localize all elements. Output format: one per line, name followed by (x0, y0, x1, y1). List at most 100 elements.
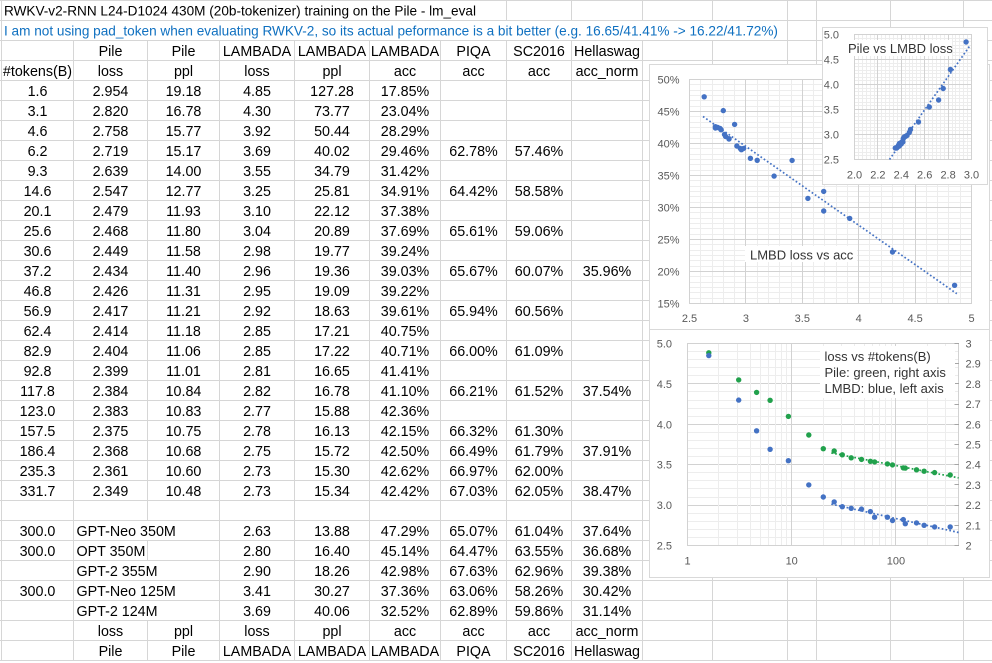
svg-text:31.14%: 31.14% (583, 604, 632, 620)
svg-text:3.5: 3.5 (795, 313, 810, 325)
svg-text:4: 4 (856, 313, 862, 325)
svg-text:42.42%: 42.42% (381, 484, 430, 500)
svg-text:2.7: 2.7 (966, 399, 981, 411)
svg-text:56.9: 56.9 (24, 304, 52, 320)
svg-text:35%: 35% (657, 171, 679, 183)
svg-text:66.97%: 66.97% (449, 464, 498, 480)
svg-text:30%: 30% (657, 203, 679, 215)
svg-text:331.7: 331.7 (20, 484, 56, 500)
svg-text:2.9: 2.9 (966, 359, 981, 371)
svg-text:PIQA: PIQA (456, 644, 491, 660)
svg-text:2.2: 2.2 (966, 500, 981, 512)
svg-text:loss: loss (98, 64, 123, 80)
svg-text:57.46%: 57.46% (515, 144, 564, 160)
svg-text:30.42%: 30.42% (583, 584, 632, 600)
svg-text:19.09: 19.09 (314, 284, 350, 300)
svg-text:6.2: 6.2 (28, 144, 48, 160)
svg-text:10.75: 10.75 (166, 424, 202, 440)
svg-text:3.5: 3.5 (657, 460, 672, 472)
svg-text:17.22: 17.22 (314, 344, 350, 360)
svg-text:15.30: 15.30 (314, 464, 350, 480)
svg-text:2.758: 2.758 (93, 124, 129, 140)
svg-text:2.417: 2.417 (93, 304, 129, 320)
svg-text:acc_norm: acc_norm (576, 64, 639, 80)
svg-text:Hellaswag: Hellaswag (574, 44, 640, 60)
svg-text:42.50%: 42.50% (381, 444, 430, 460)
svg-text:60.07%: 60.07% (515, 264, 564, 280)
svg-text:2.6: 2.6 (966, 419, 981, 431)
svg-text:67.03%: 67.03% (449, 484, 498, 500)
svg-text:3.41: 3.41 (243, 584, 271, 600)
svg-text:63.06%: 63.06% (449, 584, 498, 600)
svg-text:58.26%: 58.26% (515, 584, 564, 600)
svg-text:acc: acc (528, 64, 550, 80)
svg-text:92.8: 92.8 (24, 364, 52, 380)
svg-text:2.75: 2.75 (243, 444, 271, 460)
svg-text:65.07%: 65.07% (449, 524, 498, 540)
svg-text:66.00%: 66.00% (449, 344, 498, 360)
svg-text:37.64%: 37.64% (583, 524, 632, 540)
svg-text:15.72: 15.72 (314, 444, 350, 460)
svg-text:10.60: 10.60 (166, 464, 202, 480)
svg-text:2.73: 2.73 (243, 464, 271, 480)
svg-text:11.93: 11.93 (166, 204, 201, 220)
svg-text:Pile: Pile (172, 44, 196, 60)
svg-text:40.02: 40.02 (314, 144, 350, 160)
svg-text:66.32%: 66.32% (449, 424, 498, 440)
svg-text:41.41%: 41.41% (381, 364, 430, 380)
svg-text:RWKV-v2-RNN L24-D1024 430M (20: RWKV-v2-RNN L24-D1024 430M (20b-tokenize… (4, 4, 476, 19)
svg-text:Hellaswag: Hellaswag (574, 644, 640, 660)
svg-text:15.77: 15.77 (166, 124, 202, 140)
svg-text:3.10: 3.10 (243, 204, 271, 220)
svg-text:34.91%: 34.91% (381, 184, 430, 200)
svg-text:64.42%: 64.42% (449, 184, 498, 200)
svg-text:3.0: 3.0 (964, 170, 979, 182)
svg-text:2.5: 2.5 (966, 440, 981, 452)
svg-text:17.21: 17.21 (314, 324, 350, 340)
svg-text:4.5: 4.5 (824, 55, 839, 67)
svg-text:2.399: 2.399 (93, 364, 129, 380)
svg-text:117.8: 117.8 (20, 384, 55, 400)
svg-text:14.00: 14.00 (166, 164, 202, 180)
svg-text:37.36%: 37.36% (381, 584, 430, 600)
svg-text:2.85: 2.85 (243, 324, 271, 340)
svg-text:11.31: 11.31 (166, 284, 201, 300)
svg-text:62.00%: 62.00% (515, 464, 564, 480)
svg-text:2.3: 2.3 (966, 480, 981, 492)
svg-text:59.06%: 59.06% (515, 224, 564, 240)
svg-text:64.47%: 64.47% (449, 544, 498, 560)
svg-text:2.5: 2.5 (682, 313, 697, 325)
svg-text:2.468: 2.468 (93, 224, 129, 240)
svg-text:11.21: 11.21 (166, 304, 201, 320)
svg-text:acc: acc (528, 624, 550, 640)
svg-text:61.79%: 61.79% (515, 444, 564, 460)
svg-text:3.69: 3.69 (243, 144, 271, 160)
svg-text:3.0: 3.0 (657, 500, 672, 512)
svg-text:30.6: 30.6 (24, 244, 52, 260)
svg-text:15.17: 15.17 (166, 144, 202, 160)
svg-text:2.98: 2.98 (243, 244, 271, 260)
svg-text:127.28: 127.28 (310, 84, 354, 100)
svg-text:ppl: ppl (322, 624, 341, 640)
svg-text:17.85%: 17.85% (381, 84, 430, 100)
svg-text:15%: 15% (657, 299, 679, 311)
svg-text:10.83: 10.83 (166, 404, 202, 420)
svg-text:11.18: 11.18 (166, 324, 201, 340)
svg-text:10.48: 10.48 (166, 484, 202, 500)
svg-text:16.65: 16.65 (314, 364, 350, 380)
svg-text:14.6: 14.6 (24, 184, 52, 200)
svg-text:acc_norm: acc_norm (576, 624, 639, 640)
svg-text:5.0: 5.0 (657, 339, 672, 351)
svg-text:12.77: 12.77 (166, 184, 202, 200)
svg-text:11.01: 11.01 (166, 364, 201, 380)
svg-text:50.44: 50.44 (314, 124, 350, 140)
svg-text:2.375: 2.375 (93, 424, 129, 440)
svg-text:SC2016: SC2016 (513, 644, 565, 660)
svg-text:50%: 50% (657, 75, 679, 87)
svg-text:2.426: 2.426 (93, 284, 129, 300)
svg-text:67.63%: 67.63% (449, 564, 498, 580)
svg-text:LAMBADA: LAMBADA (371, 44, 440, 60)
svg-text:29.46%: 29.46% (381, 144, 430, 160)
svg-text:1: 1 (684, 556, 690, 568)
svg-text:66.49%: 66.49% (449, 444, 498, 460)
